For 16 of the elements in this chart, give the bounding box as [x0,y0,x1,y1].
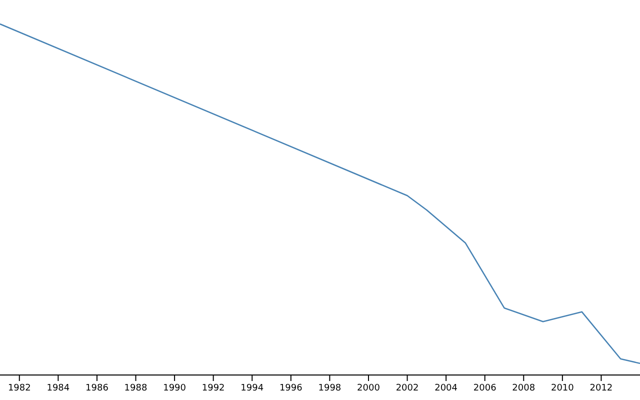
x-tick-label: 1996 [279,383,303,394]
x-tick-label: 1998 [318,383,342,394]
x-tick-label: 1984 [46,383,70,394]
x-tick-label: 1994 [240,383,264,394]
x-tick-label: 1982 [8,383,31,394]
x-tick-label: 2004 [434,383,458,394]
x-tick-label: 2000 [357,383,380,394]
x-tick-label: 1990 [163,383,186,394]
x-tick-label: 2002 [396,383,419,394]
x-tick-label: 2008 [512,383,536,394]
x-tick-label: 2006 [473,383,497,394]
x-tick-label: 2012 [590,383,613,394]
x-tick-label: 1992 [202,383,225,394]
x-tick-label: 1988 [124,383,148,394]
x-tick-label: 1986 [86,383,109,394]
x-tick-label: 2010 [550,383,574,394]
